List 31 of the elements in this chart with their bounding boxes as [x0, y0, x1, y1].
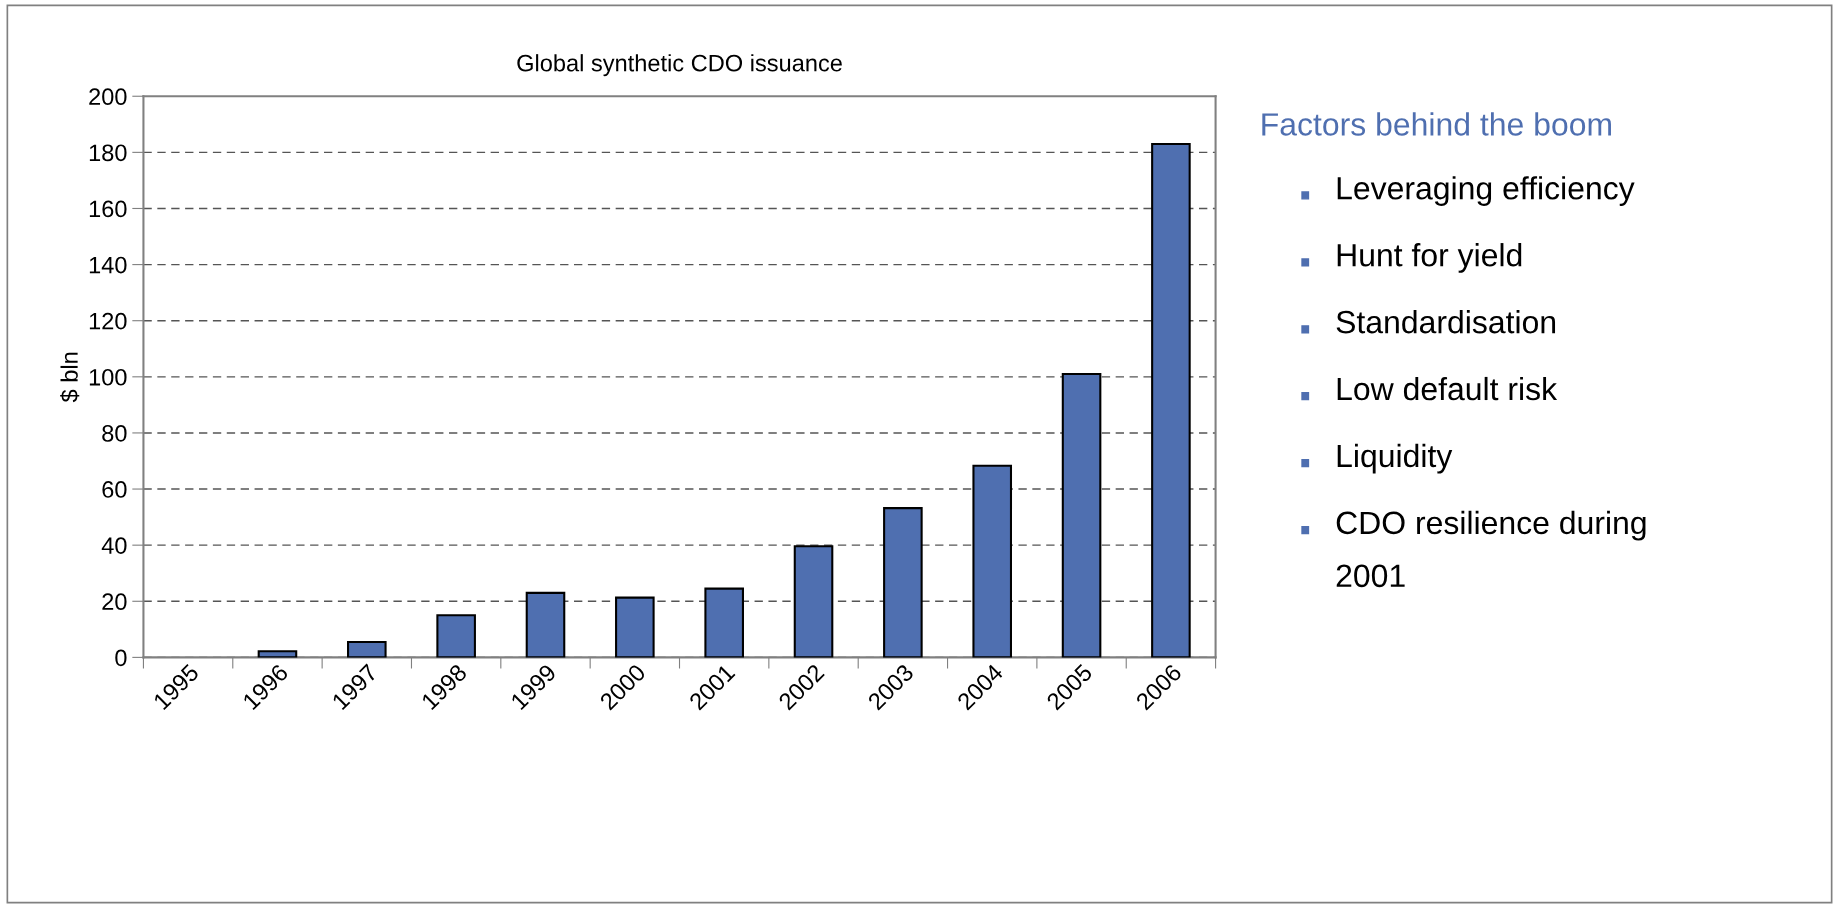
text: Low default risk [1337, 376, 1558, 401]
bar [525, 591, 566, 658]
text: Standardisation [1336, 309, 1556, 334]
bar [436, 614, 476, 658]
y-tick-label: 20 [102, 593, 127, 611]
bar [1151, 142, 1191, 658]
chart-title: Global synthetic CDO issuance [517, 54, 842, 77]
text: Hunt for yield [1337, 243, 1522, 273]
y-tick-label: 160 [89, 200, 127, 218]
text: CDO resilience during 2001 [1336, 510, 1646, 588]
y-tick-label: 120 [89, 312, 127, 330]
bar [1061, 372, 1102, 658]
bar [972, 464, 1013, 658]
y-tick-label: 140 [89, 256, 127, 274]
y-tick-label: 100 [89, 368, 127, 386]
bar [883, 507, 923, 658]
y-tick-label: 40 [101, 537, 127, 554]
y-tick-label: 0 [115, 649, 127, 667]
y-tick-label: 60 [102, 481, 127, 498]
text: Leveraging efficiency [1337, 176, 1635, 206]
text: Liquidity [1337, 443, 1453, 474]
bar [793, 545, 834, 658]
y-tick-label: 80 [102, 425, 127, 442]
y-tick-label: 200 [89, 88, 127, 106]
bar [347, 640, 387, 658]
bar [615, 596, 655, 658]
bar [257, 650, 298, 658]
text: Factors behind the boom [1262, 112, 1611, 136]
y-axis-title: $ bln [60, 352, 80, 403]
y-tick-label: 180 [89, 144, 127, 162]
bar [704, 587, 744, 658]
